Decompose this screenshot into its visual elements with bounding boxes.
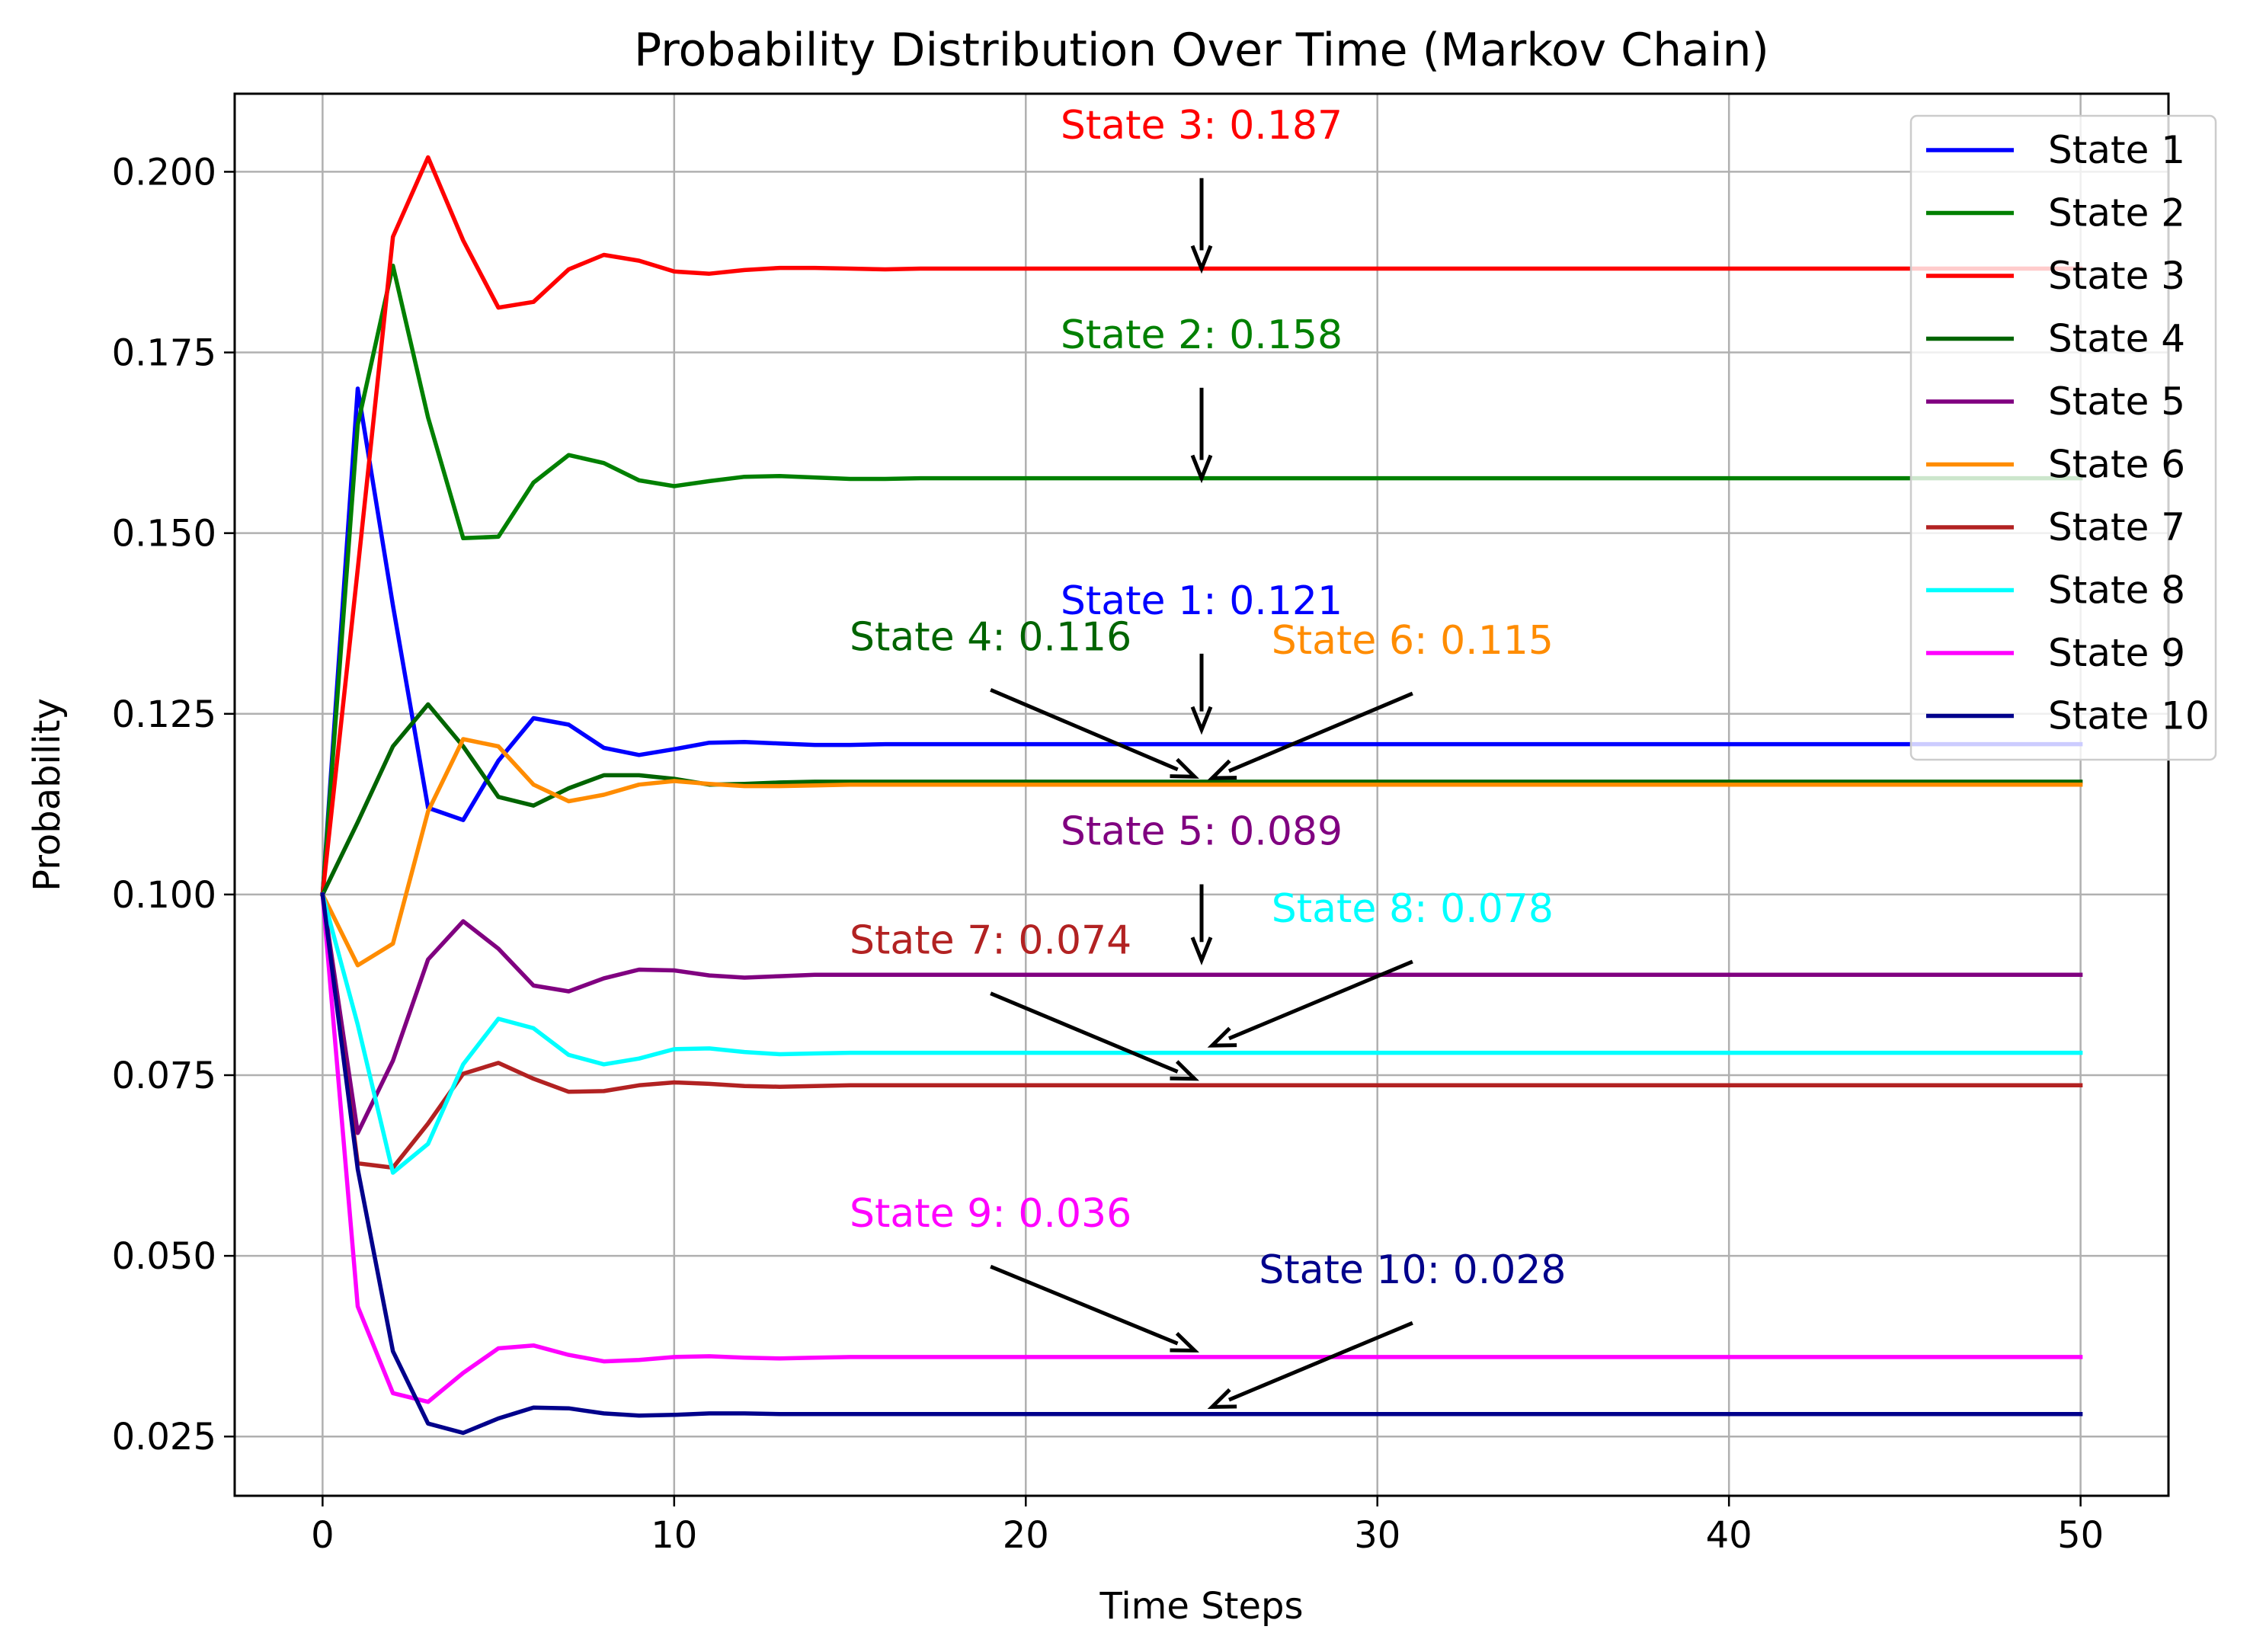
annotation-arrowhead <box>1170 757 1199 779</box>
y-tick-label: 0.075 <box>112 1055 216 1097</box>
annotation-label: State 10: 0.028 <box>1259 1247 1566 1293</box>
y-tick-label: 0.050 <box>112 1235 216 1278</box>
legend-label: State 8 <box>2048 568 2185 613</box>
annotation-label: State 6: 0.115 <box>1272 618 1554 664</box>
legend: State 1 State 2 State 3 State 4 State 5 State… <box>1909 114 2217 761</box>
legend-label: State 5 <box>2048 379 2185 424</box>
series-line-state-6 <box>319 737 2083 968</box>
x-tick-label: 40 <box>1706 1514 1752 1557</box>
x-tick-label: 0 <box>311 1514 334 1557</box>
x-tick-label: 50 <box>2057 1514 2104 1557</box>
y-tick-label: 0.125 <box>112 693 216 736</box>
plot-frame <box>233 92 2170 1497</box>
y-tick-label: 0.200 <box>112 151 216 194</box>
annotation-label: State 8: 0.078 <box>1272 886 1554 932</box>
y-axis-label: Probability <box>26 698 69 892</box>
annotation-arrowhead <box>1190 706 1213 735</box>
series-line-state-9 <box>320 892 2083 1404</box>
annotation-arrow <box>990 1264 1179 1346</box>
annotation-label: State 3: 0.187 <box>1061 103 1343 149</box>
annotation-label: State 7: 0.074 <box>850 918 1131 964</box>
annotation-label: State 4: 0.116 <box>850 614 1131 660</box>
annotation-arrowhead <box>1207 759 1237 780</box>
series-line-state-5 <box>320 892 2083 1135</box>
series-line-state-4 <box>319 702 2083 898</box>
annotation-arrowhead <box>1190 454 1213 484</box>
annotation-arrow <box>990 688 1179 772</box>
x-tick-label: 20 <box>1003 1514 1049 1557</box>
legend-label: State 7 <box>2048 505 2185 549</box>
legend-label: State 3 <box>2048 254 2185 298</box>
annotation-label: State 1: 0.121 <box>1061 578 1343 624</box>
x-tick-label: 30 <box>1354 1514 1400 1557</box>
legend-label: State 10 <box>2048 694 2210 738</box>
annotation-arrow <box>990 991 1179 1074</box>
y-tick-label: 0.175 <box>112 332 216 375</box>
series-line-state-8 <box>320 892 2083 1175</box>
annotation-arrow <box>1228 1321 1413 1402</box>
annotation-arrow <box>1228 959 1413 1041</box>
x-axis-label: Time Steps <box>1099 1585 1303 1628</box>
series-line-state-7 <box>320 892 2083 1170</box>
series-line-state-10 <box>320 892 2083 1436</box>
series-lines <box>319 155 2083 1436</box>
series-line-state-1 <box>320 386 2083 897</box>
legend-label: State 2 <box>2048 191 2185 235</box>
annotation-label: State 2: 0.158 <box>1061 312 1343 358</box>
legend-label: State 9 <box>2048 631 2185 675</box>
annotation-arrowhead <box>1207 1388 1237 1409</box>
y-tick-label: 0.150 <box>112 513 216 555</box>
annotation-label: State 9: 0.036 <box>850 1191 1131 1237</box>
chart-title: Probability Distribution Over Time (Mark… <box>634 24 1769 77</box>
annotation-arrow <box>1227 691 1413 773</box>
annotation-arrowhead <box>1170 1332 1199 1353</box>
legend-label: State 1 <box>2048 128 2185 172</box>
annotations: State 3: 0.187 State 2: 0.158 State 1: 0.1… <box>850 103 1567 1409</box>
axis-ticks: 0 10 20 30 40 50 0.025 0.050 0.075 0.100 0.125 0.15… <box>112 151 2104 1557</box>
x-tick-label: 10 <box>651 1514 697 1557</box>
y-tick-label: 0.100 <box>112 874 216 917</box>
annotation-arrowhead <box>1190 245 1213 274</box>
annotation-arrowhead <box>1207 1026 1237 1048</box>
y-tick-label: 0.025 <box>112 1416 216 1458</box>
annotation-label: State 5: 0.089 <box>1061 808 1343 854</box>
annotation-arrowhead <box>1170 1060 1199 1081</box>
legend-label: State 4 <box>2048 317 2185 361</box>
annotation-arrowhead <box>1190 936 1213 965</box>
legend-label: State 6 <box>2048 443 2185 487</box>
